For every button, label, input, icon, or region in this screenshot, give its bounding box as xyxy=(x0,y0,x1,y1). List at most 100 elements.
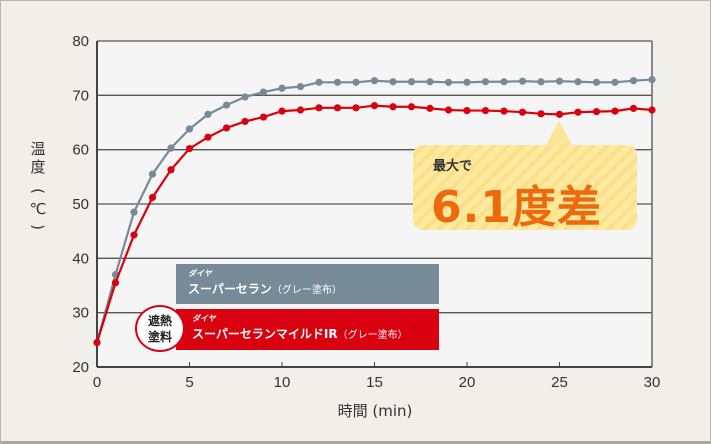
data-point xyxy=(629,104,638,112)
data-point xyxy=(518,108,527,116)
x-tick-label: 25 xyxy=(551,374,568,391)
data-point xyxy=(93,338,101,347)
y-tick-label: 40 xyxy=(72,250,89,267)
data-point xyxy=(444,106,453,114)
data-point xyxy=(352,78,360,86)
data-point xyxy=(185,144,194,153)
data-point xyxy=(259,113,268,121)
data-point xyxy=(592,108,601,116)
legend-product: スーパーセラン（グレー塗布） xyxy=(188,280,342,297)
data-point xyxy=(296,106,305,114)
y-tick-label: 70 xyxy=(72,87,89,104)
data-point xyxy=(407,78,416,86)
legend-item-super-seran-mild-ir: ダイヤ スーパーセランマイルドIR（グレー塗布） xyxy=(176,309,439,350)
data-point xyxy=(481,106,490,115)
y-tick-label: 50 xyxy=(72,196,89,213)
data-point xyxy=(370,77,379,85)
series-super-seran xyxy=(93,75,656,347)
max-difference-callout: 最大で 6.1度差 xyxy=(413,145,637,233)
data-point xyxy=(444,78,453,86)
data-point xyxy=(222,124,231,132)
data-point xyxy=(537,78,545,86)
data-point xyxy=(222,101,231,109)
data-point xyxy=(648,106,656,114)
legend-suffix: （グレー塗布） xyxy=(271,285,342,296)
data-point xyxy=(167,144,175,152)
data-point xyxy=(370,102,379,110)
data-point xyxy=(167,166,175,174)
data-point xyxy=(611,107,619,115)
data-point xyxy=(352,104,360,112)
callout-subtitle: 最大で xyxy=(433,159,473,174)
legend-brand: ダイヤ xyxy=(188,269,212,278)
data-point xyxy=(463,78,471,86)
x-tick-label: 5 xyxy=(185,374,193,391)
legend-product-name: スーパーセラン xyxy=(188,282,272,296)
data-point xyxy=(407,103,416,111)
y-tick-label: 60 xyxy=(72,142,89,159)
data-point xyxy=(648,75,656,84)
data-point xyxy=(148,170,157,178)
data-point xyxy=(426,104,434,112)
legend-brand: ダイヤ xyxy=(192,314,216,323)
x-axis-label: 時間 (min) xyxy=(337,402,413,420)
series-super-seran-mild-ir xyxy=(93,102,656,347)
badge-line: 遮熱 xyxy=(147,314,172,328)
data-point xyxy=(296,83,305,91)
x-tick-label: 20 xyxy=(459,374,476,391)
data-point xyxy=(426,78,434,86)
data-point xyxy=(204,110,212,118)
data-point xyxy=(333,104,342,112)
y-label-char: 温 xyxy=(30,140,46,158)
callout-pointer xyxy=(545,121,573,147)
x-tick-label: 10 xyxy=(274,374,291,391)
x-tick-label: 30 xyxy=(644,374,661,391)
data-point xyxy=(574,78,582,86)
data-point xyxy=(241,93,249,101)
data-series xyxy=(93,75,656,347)
y-tick-label: 30 xyxy=(72,305,89,322)
data-point xyxy=(333,78,342,86)
data-point xyxy=(315,78,323,86)
data-point xyxy=(278,84,286,92)
data-point xyxy=(481,78,490,86)
y-axis-ticks: 20 30 40 50 60 70 80 xyxy=(72,33,89,376)
data-point xyxy=(592,78,601,86)
x-tick-label: 15 xyxy=(366,374,383,391)
legend-suffix: （グレー塗布） xyxy=(337,330,408,341)
data-point xyxy=(463,106,471,115)
callout-value: 6.1度差 xyxy=(431,182,602,233)
legend-item-super-seran: ダイヤ スーパーセラン（グレー塗布） xyxy=(176,264,439,304)
y-tick-label: 20 xyxy=(72,359,89,376)
data-point xyxy=(130,231,138,239)
data-point xyxy=(111,279,120,287)
data-point xyxy=(500,78,508,86)
data-point xyxy=(500,107,508,115)
data-point xyxy=(389,103,397,111)
data-point xyxy=(555,110,564,118)
data-point xyxy=(259,88,268,96)
data-point xyxy=(315,104,323,112)
data-point xyxy=(518,77,527,85)
legend-product-name: スーパーセランマイルドIR xyxy=(192,327,338,341)
data-point xyxy=(389,78,397,86)
data-point xyxy=(185,125,194,133)
badge-line: 塗料 xyxy=(147,330,172,344)
data-point xyxy=(629,77,638,85)
y-label-char: 度 xyxy=(30,158,46,176)
data-point xyxy=(555,77,564,85)
y-axis-label: 温 度 ( ℃ ) xyxy=(28,140,48,236)
data-point xyxy=(537,110,545,118)
data-point xyxy=(148,193,157,202)
data-point xyxy=(204,133,212,141)
y-label-char: ℃ xyxy=(29,200,47,218)
data-point xyxy=(574,108,582,116)
y-tick-label: 80 xyxy=(72,33,89,50)
data-point xyxy=(130,208,138,216)
y-label-char: ( xyxy=(29,188,47,194)
data-point xyxy=(241,117,249,126)
data-point xyxy=(611,78,619,86)
legend-product: スーパーセランマイルドIR（グレー塗布） xyxy=(192,325,408,342)
data-point xyxy=(278,107,286,115)
heat-shield-paint-badge: 遮熱 塗料 xyxy=(135,305,185,352)
